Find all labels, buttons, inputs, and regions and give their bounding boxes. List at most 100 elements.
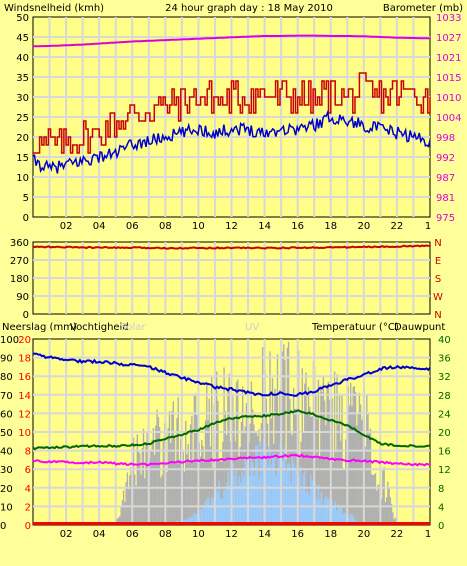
- solar-bar: [376, 490, 378, 525]
- solar-bar: [167, 428, 169, 525]
- uv-bar: [325, 496, 327, 525]
- solar-bar: [387, 481, 389, 525]
- solar-bar: [180, 438, 182, 525]
- uv-bar: [203, 506, 205, 525]
- solar-bar: [356, 425, 358, 525]
- solar-bar: [228, 373, 230, 525]
- solar-bar: [345, 439, 347, 525]
- solar-bar: [258, 429, 260, 525]
- temperature-tick-label: 32: [438, 372, 451, 383]
- solar-bar: [145, 442, 147, 525]
- uv-bar: [275, 475, 277, 525]
- uv-bar: [262, 439, 265, 525]
- solar-bar: [146, 430, 148, 525]
- temperature-tick-label: 4: [438, 502, 444, 513]
- uv-bar: [352, 516, 355, 525]
- solar-bar: [206, 384, 208, 525]
- solar-bar: [192, 461, 194, 525]
- uv-bar: [206, 498, 208, 525]
- solar-bar: [269, 351, 271, 525]
- humidity-tick-label: 20: [0, 484, 13, 495]
- solar-bar: [394, 517, 396, 525]
- wind-tick-label: 0: [23, 213, 29, 224]
- uv-bar: [307, 490, 309, 525]
- x-tick-label: 08: [159, 221, 172, 232]
- uv-bar: [317, 484, 320, 525]
- wind-tick-label: 50: [16, 13, 29, 24]
- rain-tick-label: 20: [18, 335, 31, 346]
- barometer-tick-label: 1033: [436, 13, 461, 24]
- uv-bar: [261, 452, 263, 525]
- solar-bar: [328, 399, 331, 525]
- rain-tick-label: 4: [25, 484, 31, 495]
- uv-bar: [243, 476, 245, 525]
- uv-bar: [304, 471, 306, 525]
- solar-bar: [227, 389, 229, 525]
- uv-bar: [287, 463, 289, 525]
- solar-bar: [151, 439, 153, 525]
- solar-bar: [235, 381, 238, 525]
- uv-bar: [343, 512, 346, 525]
- x-tick-label: 22: [391, 529, 404, 540]
- uv-bar: [252, 461, 254, 525]
- solar-bar: [364, 446, 367, 525]
- solar-bar: [274, 388, 276, 525]
- solar-bar: [261, 347, 264, 525]
- humidity-line: [32, 352, 431, 397]
- direction-tick-label: 0: [23, 310, 29, 321]
- solar-bar: [354, 392, 357, 525]
- compass-tick-label: W: [433, 292, 443, 303]
- panel-wind-series: [32, 34, 431, 174]
- x-tick-label: 10: [192, 529, 205, 540]
- direction-tick-label: 90: [16, 292, 29, 303]
- barometer-tick-label: 1010: [436, 93, 461, 104]
- uv-bar: [204, 501, 207, 525]
- uv-bar: [328, 498, 330, 525]
- solar-bar: [217, 401, 219, 525]
- barometer-tick-label: 1004: [436, 113, 461, 124]
- solar-bar: [189, 424, 192, 525]
- temperature-tick-label: 28: [438, 391, 451, 402]
- solar-bar: [144, 478, 146, 525]
- solar-bar: [304, 383, 306, 525]
- solar-bar: [294, 408, 296, 525]
- uv-bar: [336, 510, 338, 525]
- solar-bar: [374, 473, 377, 525]
- x-tick-label: 06: [126, 529, 139, 540]
- solar-bar: [317, 379, 320, 525]
- uv-bar: [334, 501, 336, 525]
- barometer-tick-label: 975: [436, 213, 455, 224]
- solar-bar: [208, 398, 210, 525]
- uv-bar: [217, 492, 219, 525]
- uv-bar: [342, 514, 344, 525]
- temperature-tick-label: 16: [438, 447, 451, 458]
- uv-bar: [272, 454, 274, 525]
- solar-bar: [157, 417, 160, 525]
- solar-bar: [119, 516, 121, 525]
- panel-rain-grid: [33, 339, 430, 525]
- humidity-tick-label: 0: [0, 521, 6, 532]
- wind-tick-label: 35: [16, 73, 29, 84]
- solar-bar: [368, 433, 370, 525]
- solar-bar: [372, 474, 374, 525]
- uv-bar: [284, 446, 286, 525]
- wind-direction-line: [32, 244, 431, 250]
- solar-bar: [166, 471, 168, 525]
- x-tick-label: 02: [60, 529, 73, 540]
- uv-bar: [333, 507, 335, 525]
- solar-bar: [309, 406, 311, 525]
- wind-tick-label: 10: [16, 173, 29, 184]
- uv-bar: [236, 485, 239, 525]
- uv-bar: [314, 482, 317, 525]
- wind-tick-label: 30: [16, 93, 29, 104]
- temperature-tick-label: 12: [438, 465, 451, 476]
- uv-bar: [270, 464, 272, 525]
- uv-bar: [326, 498, 329, 525]
- solar-bar: [219, 461, 222, 525]
- solar-bar: [116, 518, 119, 525]
- wind-gust-line: [32, 109, 431, 174]
- temperature-tick-label: 36: [438, 354, 451, 365]
- uv-bar: [311, 480, 314, 525]
- wind-speed-line: [33, 72, 431, 154]
- solar-bar: [383, 467, 385, 525]
